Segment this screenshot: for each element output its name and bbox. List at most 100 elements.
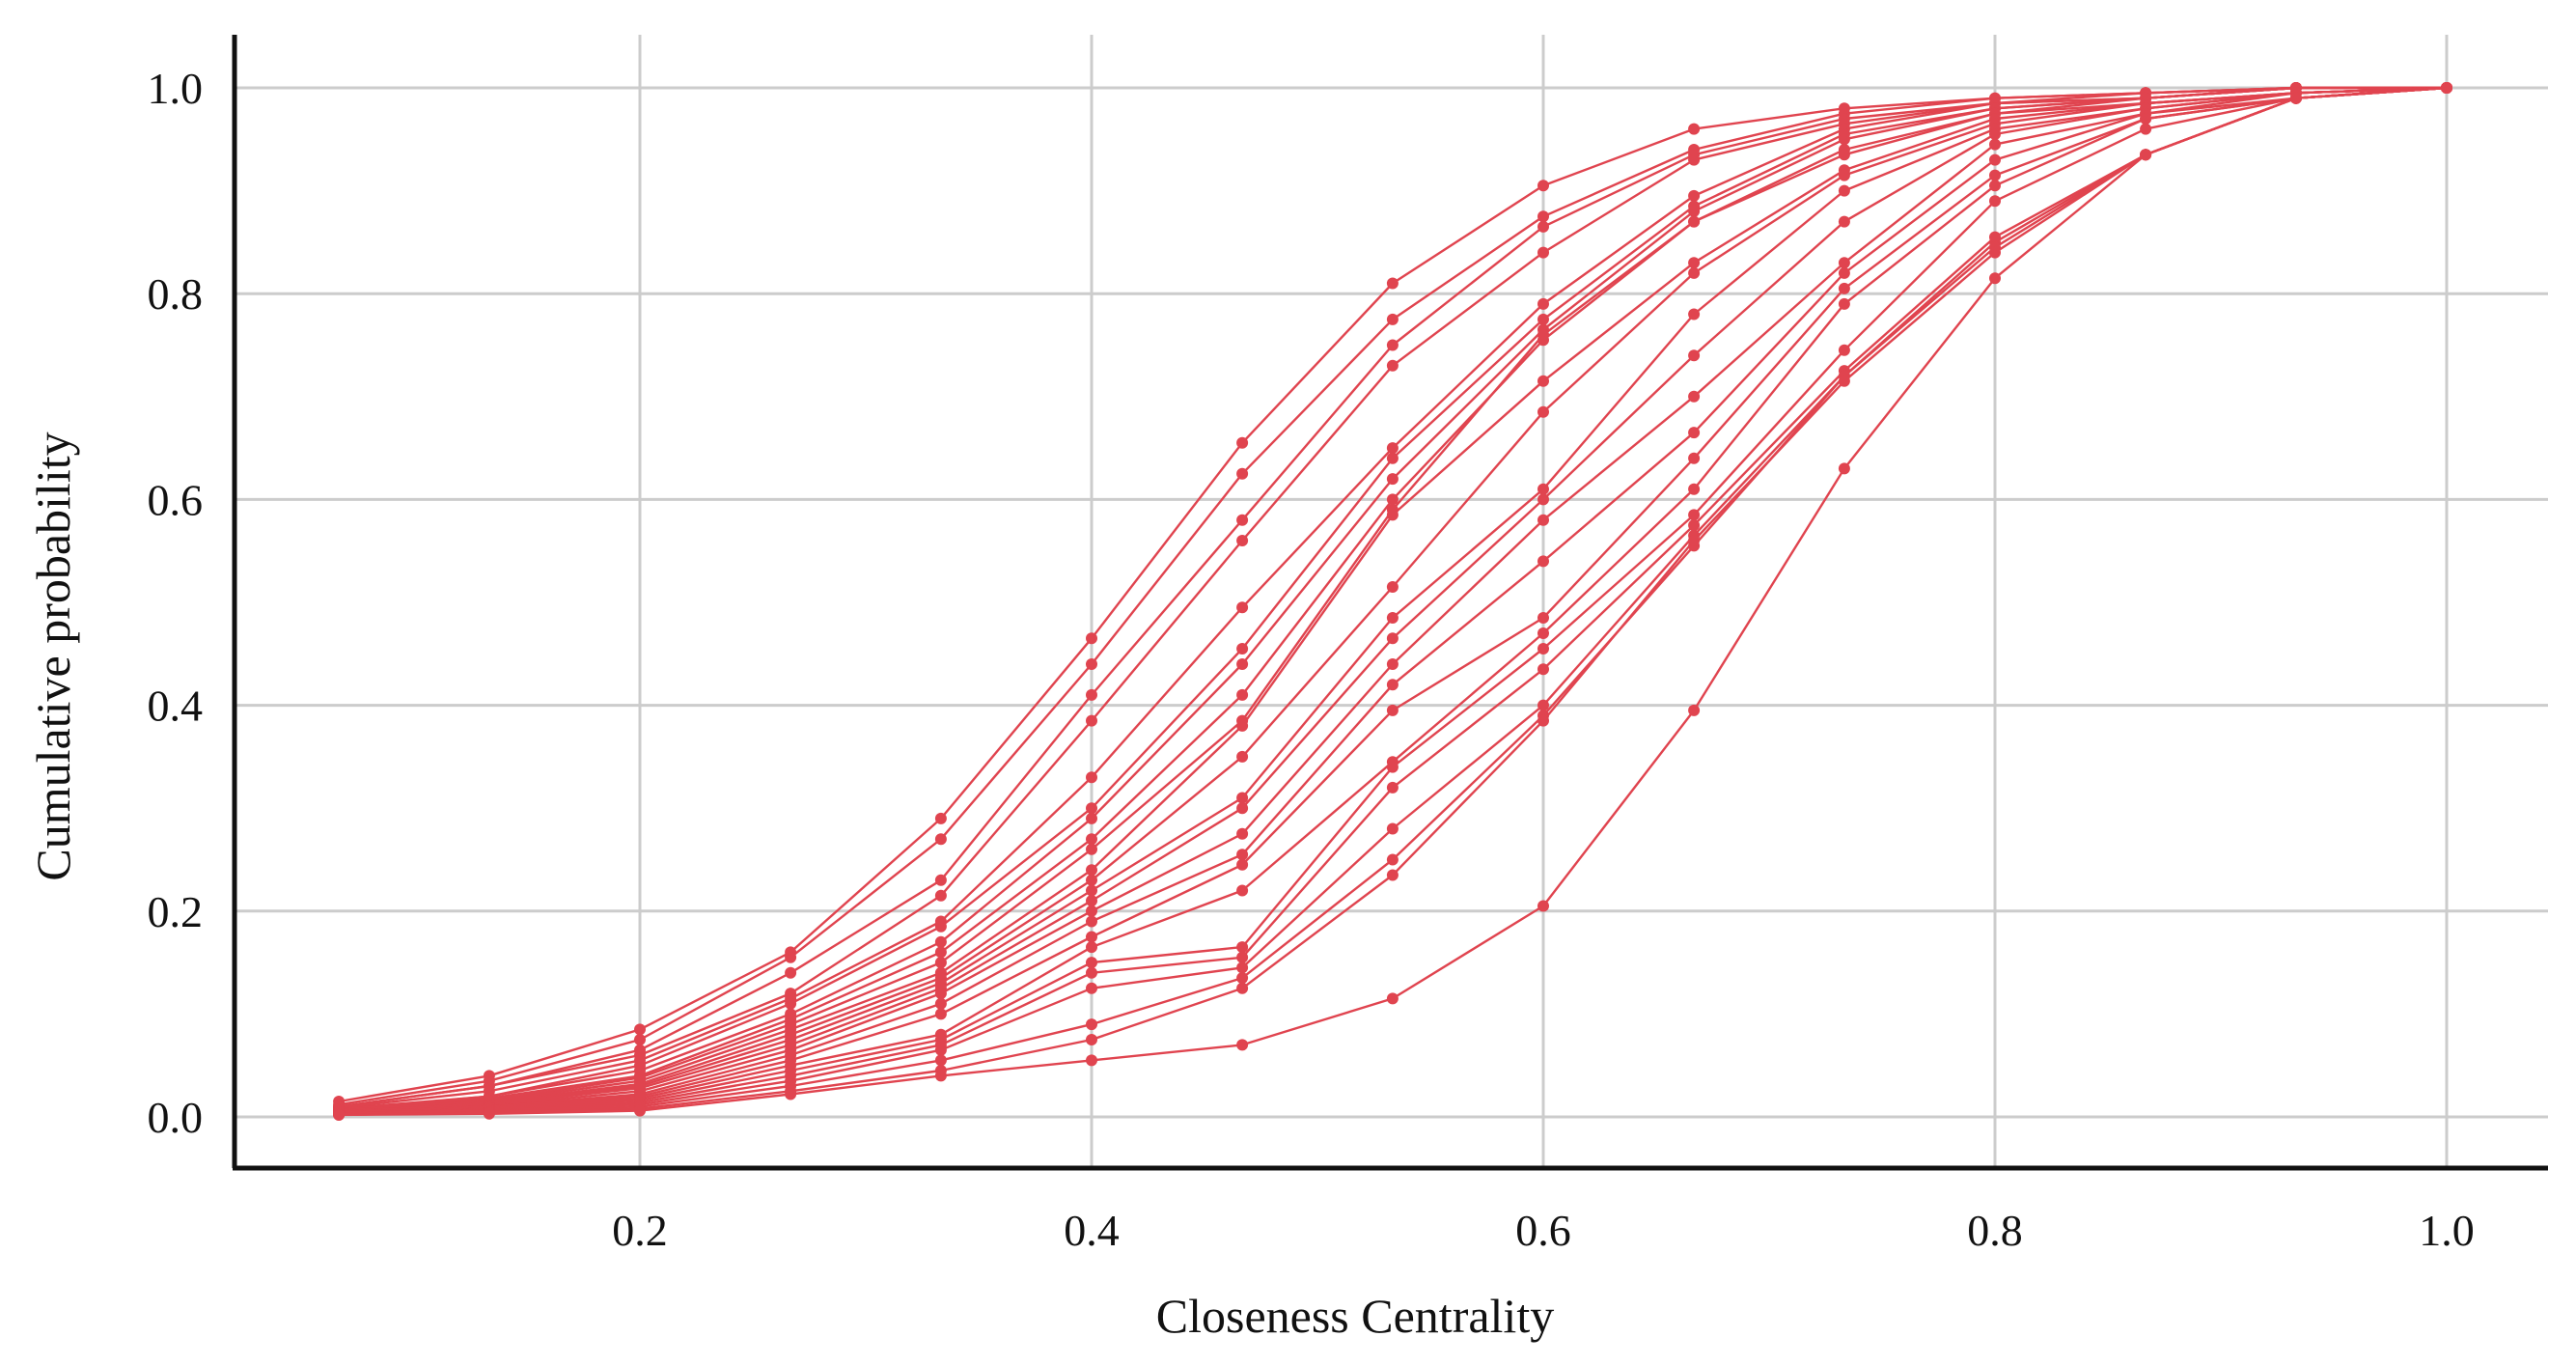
data-point-s10-6: [1236, 719, 1249, 732]
series-line-19: [339, 86, 2448, 1115]
data-point-s13-6: [1236, 802, 1249, 815]
data-point-s16-8: [1537, 612, 1549, 624]
data-point-s18-5: [1086, 957, 1097, 969]
data-point-s13-8: [1537, 493, 1549, 506]
data-point-s16-10: [1838, 282, 1850, 294]
data-point-s1-4: [934, 812, 947, 824]
data-point-s18-6: [1236, 941, 1249, 954]
y-tick-label-4: 0.8: [148, 269, 204, 319]
data-point-s10-7: [1386, 509, 1399, 521]
tick-label-layer: 0.2 0.4 0.6 0.8 1.0 0.0 0.2 0.4 0.6 0.8 1.0: [148, 64, 2475, 1255]
data-point-s2-6: [1236, 467, 1249, 480]
data-point-s2-8: [1537, 210, 1549, 223]
series-line-14: [339, 86, 2448, 1114]
data-point-s13-7: [1386, 632, 1399, 645]
data-point-s3-7: [1386, 339, 1399, 351]
data-point-s23-9: [1688, 704, 1701, 716]
data-point-s3-4: [934, 874, 947, 886]
data-point-s20-7: [1386, 822, 1399, 835]
data-point-s16-4: [934, 1008, 947, 1020]
data-point-s14-7: [1386, 658, 1399, 670]
series-line-1: [338, 86, 2447, 1103]
data-point-s15-4: [934, 997, 947, 1010]
data-point-s12-10: [1838, 184, 1850, 197]
data-point-s19-5: [1086, 966, 1097, 979]
series-line-15: [339, 86, 2448, 1114]
y-axis-title: Cumulative probability: [26, 432, 80, 880]
data-point-s3-8: [1537, 220, 1549, 233]
data-point-s21-7: [1386, 853, 1399, 866]
data-point-s14-4: [934, 988, 947, 1000]
data-point-s23-0: [333, 1108, 346, 1121]
data-point-s5-5: [1086, 771, 1097, 784]
data-point-s15-9: [1688, 427, 1701, 439]
data-point-s10-9: [1688, 257, 1701, 269]
data-point-s17-9: [1688, 483, 1701, 495]
data-point-s16-6: [1236, 858, 1249, 871]
data-point-s16-11: [1989, 169, 2001, 181]
series-line-2: [338, 86, 2447, 1106]
data-point-s8-4: [934, 946, 947, 959]
data-point-s8-6: [1236, 688, 1249, 701]
data-point-s6-8: [1537, 313, 1549, 325]
data-point-s22-11: [1989, 246, 2001, 259]
series-line-23: [339, 86, 2448, 1117]
data-point-s9-5: [1086, 843, 1097, 855]
data-point-s7-5: [1086, 812, 1097, 824]
data-point-s2-3: [785, 951, 797, 963]
data-point-s1-2: [634, 1023, 646, 1036]
data-point-s4-7: [1386, 359, 1399, 372]
series-line-8: [339, 86, 2447, 1111]
data-point-s10-5: [1086, 864, 1097, 877]
data-point-s23-8: [1537, 900, 1549, 912]
data-point-s1-9: [1688, 123, 1701, 135]
y-tick-label-5: 1.0: [148, 64, 204, 113]
data-point-s19-6: [1236, 951, 1249, 963]
series-line-22: [339, 86, 2448, 1117]
data-point-s6-3: [785, 997, 797, 1010]
data-point-s15-8: [1537, 555, 1549, 568]
data-point-s1-7: [1386, 277, 1399, 290]
data-point-s12-9: [1688, 308, 1701, 320]
data-point-s20-4: [934, 1044, 947, 1056]
axes-layer: [232, 35, 2548, 1171]
data-point-s1-8: [1537, 180, 1549, 192]
data-point-s11-10: [1838, 169, 1850, 181]
data-point-s21-4: [934, 1054, 947, 1067]
data-point-s17-5: [1086, 941, 1097, 954]
data-point-s16-5: [1086, 931, 1097, 943]
data-point-s7-6: [1236, 658, 1249, 670]
y-tick-label-1: 0.2: [148, 887, 204, 936]
data-point-s9-4: [934, 957, 947, 969]
data-point-s7-10: [1838, 133, 1850, 146]
data-point-s7-9: [1688, 205, 1701, 217]
data-point-s20-6: [1236, 961, 1249, 974]
data-point-s5-9: [1688, 189, 1701, 202]
x-tick-label-1: 0.4: [1064, 1206, 1120, 1255]
data-point-s5-6: [1236, 601, 1249, 614]
data-point-s16-9: [1688, 452, 1701, 464]
data-point-s18-11: [1989, 195, 2001, 208]
data-point-s12-5: [1086, 884, 1097, 897]
series-line-4: [338, 86, 2447, 1108]
x-tick-label-2: 0.6: [1515, 1206, 1571, 1255]
data-point-s13-11: [1989, 128, 2001, 140]
data-point-s15-11: [1989, 153, 2001, 166]
data-point-s22-7: [1386, 869, 1399, 881]
data-point-s23-10: [1838, 462, 1850, 475]
data-point-s4-6: [1236, 535, 1249, 546]
data-point-s19-8: [1537, 663, 1549, 676]
data-point-s2-4: [934, 833, 947, 846]
data-point-s9-8: [1537, 328, 1549, 341]
data-point-s23-3: [785, 1088, 797, 1100]
data-point-s6-7: [1386, 452, 1399, 464]
x-axis-title: Closeness Centrality: [1156, 1289, 1554, 1343]
data-point-s18-12: [2140, 123, 2152, 135]
data-point-s9-10: [1838, 149, 1850, 161]
data-point-s5-7: [1386, 442, 1399, 455]
series-line-10: [339, 86, 2448, 1112]
series-line-21: [339, 86, 2448, 1117]
data-point-s7-4: [934, 935, 947, 948]
y-tick-label-2: 0.4: [148, 682, 204, 731]
data-point-s19-9: [1688, 519, 1701, 532]
